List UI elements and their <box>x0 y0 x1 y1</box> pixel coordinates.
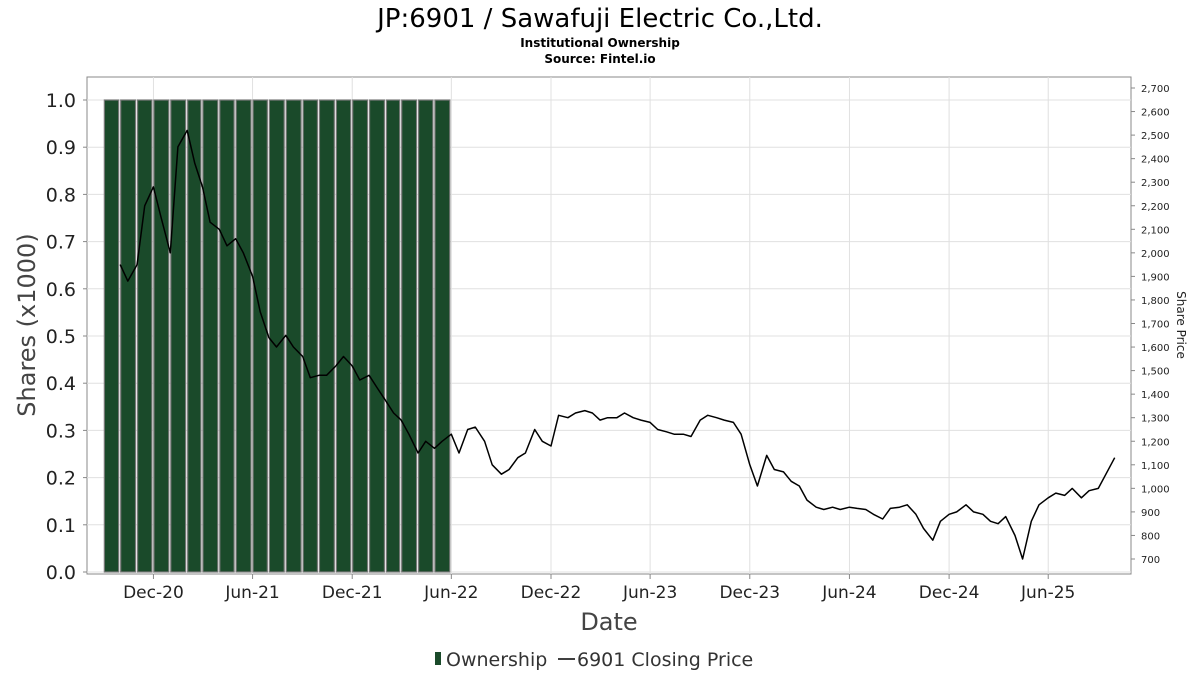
ownership-bar <box>417 99 434 573</box>
x-tick-label: Jun-25 <box>1020 583 1075 603</box>
y2-tick-label: 1,300 <box>1141 414 1170 425</box>
y-axis-left: 0.0 0.1 0.2 0.3 0.4 0.5 0.6 0.7 0.8 0.9 1.0 <box>46 90 87 584</box>
x-tick-label: Jun-23 <box>622 583 677 603</box>
y-tick-label: 0.3 <box>46 420 76 442</box>
y-tick-label: 1.0 <box>46 90 76 112</box>
ownership-bar <box>187 99 202 573</box>
y-axis-right: 700 800 900 1,000 1,100 1,200 1,300 1,400 1,500 1… <box>1131 84 1170 566</box>
legend: Ownership 6901 Closing Price <box>435 649 753 671</box>
y-tick-label: 0.8 <box>46 184 76 206</box>
ownership-bar <box>170 99 187 573</box>
y2-tick-label: 1,600 <box>1141 343 1170 354</box>
y2-tick-label: 2,400 <box>1141 155 1170 166</box>
y-tick-label: 0.7 <box>46 232 76 254</box>
ownership-bar <box>401 99 418 573</box>
ownership-bar <box>368 99 386 573</box>
y2-tick-label: 1,700 <box>1141 320 1170 331</box>
y-tick-label: 0.6 <box>46 279 76 301</box>
x-tick-label: Dec-24 <box>919 583 980 603</box>
x-tick-label: Dec-21 <box>322 583 383 603</box>
legend-ownership-label: Ownership <box>446 649 547 671</box>
x-tick-label: Jun-24 <box>821 583 876 603</box>
ownership-bar <box>268 99 285 573</box>
y2-tick-label: 1,400 <box>1141 390 1170 401</box>
y2-tick-label: 1,800 <box>1141 296 1170 307</box>
ownership-bar <box>318 99 335 573</box>
y2-tick-label: 1,900 <box>1141 272 1170 283</box>
y2-tick-label: 2,000 <box>1141 249 1170 260</box>
x-tick-label: Dec-20 <box>123 583 184 603</box>
ownership-bar <box>202 99 219 573</box>
ownership-bar <box>136 99 153 573</box>
y2-tick-label: 2,300 <box>1141 178 1170 189</box>
ownership-bar <box>219 99 235 573</box>
ownership-bar <box>120 99 137 573</box>
y2-tick-label: 1,500 <box>1141 367 1170 378</box>
y2-tick-label: 2,700 <box>1141 84 1170 95</box>
ownership-bar <box>352 99 369 573</box>
y2-tick-label: 1,000 <box>1141 484 1170 495</box>
y2-tick-label: 1,100 <box>1141 461 1170 472</box>
y-tick-label: 0.4 <box>46 373 76 395</box>
ownership-bar <box>285 99 302 573</box>
legend-ownership-swatch <box>435 652 441 665</box>
y2-tick-label: 900 <box>1141 508 1160 519</box>
price-line-layer <box>119 129 1116 560</box>
y2-tick-label: 2,100 <box>1141 225 1170 236</box>
ownership-bar <box>252 99 268 573</box>
y2-axis-title: Share Price <box>1174 291 1188 359</box>
x-tick-label: Jun-21 <box>224 583 279 603</box>
y2-tick-label: 700 <box>1141 555 1160 566</box>
ownership-bar <box>434 99 451 573</box>
chart-subtitle: Institutional Ownership <box>520 36 680 50</box>
y-tick-label: 0.1 <box>46 515 76 537</box>
y2-tick-label: 800 <box>1141 531 1160 542</box>
ownership-bar <box>235 99 252 573</box>
y2-tick-label: 2,200 <box>1141 202 1170 213</box>
y2-tick-label: 2,500 <box>1141 131 1170 142</box>
x-tick-label: Dec-22 <box>521 583 582 603</box>
y2-tick-label: 2,600 <box>1141 108 1170 119</box>
y-tick-label: 0.0 <box>46 562 76 584</box>
x-tick-label: Dec-23 <box>719 583 780 603</box>
y-axis-title: Shares (x1000) <box>13 233 41 416</box>
ownership-bar <box>335 99 352 573</box>
chart-source: Source: Fintel.io <box>544 52 655 66</box>
price-line <box>119 129 1116 560</box>
y-tick-label: 0.2 <box>46 468 76 490</box>
x-axis-title: Date <box>580 608 637 636</box>
legend-price-label: 6901 Closing Price <box>577 649 753 671</box>
ownership-bars <box>103 99 451 573</box>
y2-tick-label: 1,200 <box>1141 437 1170 448</box>
ownership-bar <box>103 99 120 573</box>
ownership-bar <box>153 99 170 573</box>
chart-title: JP:6901 / Sawafuji Electric Co.,Ltd. <box>375 4 823 34</box>
y-tick-label: 0.9 <box>46 137 76 159</box>
x-tick-label: Jun-22 <box>423 583 478 603</box>
x-axis: Dec-20 Jun-21 Dec-21 Jun-22 Dec-22 Jun-23 Dec-… <box>123 574 1075 603</box>
ownership-bar <box>302 99 319 573</box>
y-tick-label: 0.5 <box>46 326 76 348</box>
ownership-bar <box>385 99 401 573</box>
